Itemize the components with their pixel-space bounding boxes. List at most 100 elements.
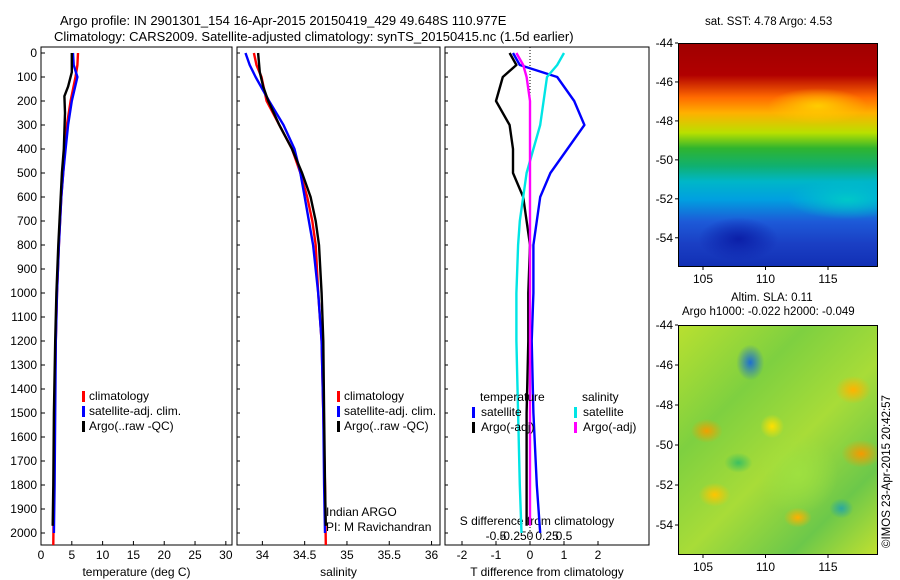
legend-swatch (82, 421, 85, 432)
y-tick-label: 1300 (10, 358, 37, 372)
y-tick-label: 1100 (11, 310, 37, 324)
x-tick-label: -2 (457, 548, 468, 562)
temperature-xlabel: temperature (deg C) (82, 565, 190, 579)
x2-tick-label: 0 (527, 529, 534, 543)
temperature-series-argorawqc-line (51, 53, 74, 526)
map-y-tick-label: -52 (656, 192, 674, 206)
salinity-axes-box (236, 46, 441, 546)
legend-swatch (472, 407, 475, 418)
y-tick-label: 300 (17, 118, 37, 132)
y-tick-label: 600 (17, 190, 37, 204)
map-y-tick-label: -48 (656, 114, 674, 128)
sla-map-image (678, 325, 878, 555)
y-tick-label: 100 (17, 70, 37, 84)
y-tick-label: 2000 (10, 526, 37, 540)
legend-label: Argo(-adj) (583, 420, 636, 434)
salinity-annotation-line1: Indian ARGO (326, 505, 397, 519)
legend-header: salinity (582, 390, 619, 404)
sst-map-panel: -44 -46 -48 -50 -52 -54 105 110 115 (656, 36, 838, 286)
legend-label: climatology (89, 389, 149, 403)
x-tick-label: 15 (127, 548, 141, 562)
y-tick-label: 700 (17, 214, 37, 228)
map-y-tick-label: -44 (656, 36, 674, 50)
y-tick-label: 500 (17, 166, 37, 180)
map-x-tick-label: 105 (693, 560, 713, 574)
x-tick-label: 35 (340, 548, 354, 562)
imos-credit: ©IMOS 23-Apr-2015 20:42:57 (881, 395, 893, 548)
map-y-tick-label: -46 (656, 358, 674, 372)
sst-map-image (678, 43, 878, 267)
x-tick-label: 36 (425, 548, 439, 562)
map-y-tick-label: -52 (656, 478, 674, 492)
legend-swatch (574, 407, 577, 418)
temperature-axes-box (40, 46, 233, 546)
x2-tick-label: 0.5 (556, 529, 573, 543)
legend-label: satellite (583, 405, 624, 419)
difference-series-satellite-line (511, 52, 586, 534)
x-tick-label: 2 (595, 548, 602, 562)
legend-label: Argo(..raw -QC) (344, 419, 429, 433)
map-x-tick-label: 115 (818, 560, 837, 574)
salinity-annotation-line2: PI: M Ravichandran (326, 520, 431, 534)
difference-xlabel: T difference from climatology (470, 565, 624, 579)
legend-label: climatology (344, 389, 404, 403)
legend-header: temperature (480, 390, 545, 404)
salinity-series-argorawqc-line (256, 52, 327, 526)
difference-axes-box (444, 46, 650, 546)
y-tick-label: 200 (17, 94, 37, 108)
legend-swatch (574, 422, 577, 433)
y-tick-label: 1500 (10, 406, 37, 420)
legend-label: satellite (481, 405, 522, 419)
x-tick-label: 0 (38, 548, 45, 562)
legend-swatch (337, 406, 340, 417)
map-x-tick-label: 105 (693, 272, 713, 286)
header-line1: Argo profile: IN 2901301_154 16-Apr-2015… (60, 13, 507, 28)
map-y-tick-label: -50 (656, 438, 674, 452)
map-y-tick-label: -50 (656, 153, 674, 167)
x-tick-label: 0 (527, 548, 534, 562)
legend-swatch (82, 391, 85, 402)
difference-series-satellite-line (515, 52, 566, 534)
x-tick-label: 35.5 (378, 548, 402, 562)
x-tick-label: 34 (256, 548, 270, 562)
y-tick-label: 400 (17, 142, 37, 156)
x-tick-label: 5 (68, 548, 75, 562)
sla-map-panel: -44 -46 -48 -50 -52 -54 105 110 115 (656, 318, 838, 574)
map-y-tick-label: -48 (656, 398, 674, 412)
legend-label: satellite-adj. clim. (89, 404, 181, 418)
y-tick-label: 1400 (10, 382, 37, 396)
y-tick-label: 900 (17, 262, 37, 276)
x-tick-label: 34.5 (293, 548, 317, 562)
legend-swatch (337, 421, 340, 432)
legend-swatch (337, 391, 340, 402)
salinity-xlabel: salinity (320, 565, 357, 579)
y-tick-label: 1800 (10, 478, 37, 492)
legend-swatch (82, 406, 85, 417)
legend-label: Argo(-adj) (481, 420, 534, 434)
x-tick-label: 25 (188, 548, 202, 562)
sla-map-title-line1: Altim. SLA: 0.11 (731, 292, 813, 304)
map-x-tick-label: 115 (818, 272, 837, 286)
y-tick-label: 1000 (10, 286, 37, 300)
map-x-tick-label: 110 (756, 560, 775, 574)
x2-tick-label: -0.25 (499, 529, 527, 543)
y-tick-label: 1200 (10, 334, 37, 348)
x-tick-label: 10 (96, 548, 110, 562)
difference-series-argoadj-line (515, 52, 532, 526)
y-tick-label: 1600 (10, 430, 37, 444)
legend-swatch (472, 422, 475, 433)
difference-x2label: S difference from climatology (460, 514, 615, 528)
y-tick-label: 1900 (10, 502, 37, 516)
x2-tick-label: -0.5 (486, 529, 507, 543)
sla-map-title-line2: Argo h1000: -0.022 h2000: -0.049 (682, 306, 855, 318)
x-tick-label: 20 (158, 548, 172, 562)
map-y-tick-label: -46 (656, 75, 674, 89)
x-tick-label: -1 (491, 548, 502, 562)
y-tick-label: 800 (17, 238, 37, 252)
x-tick-label: 30 (219, 548, 233, 562)
legend-label: Argo(..raw -QC) (89, 419, 174, 433)
x-tick-label: 1 (561, 548, 568, 562)
map-y-tick-label: -44 (656, 318, 674, 332)
y-tick-label: 1700 (10, 454, 37, 468)
